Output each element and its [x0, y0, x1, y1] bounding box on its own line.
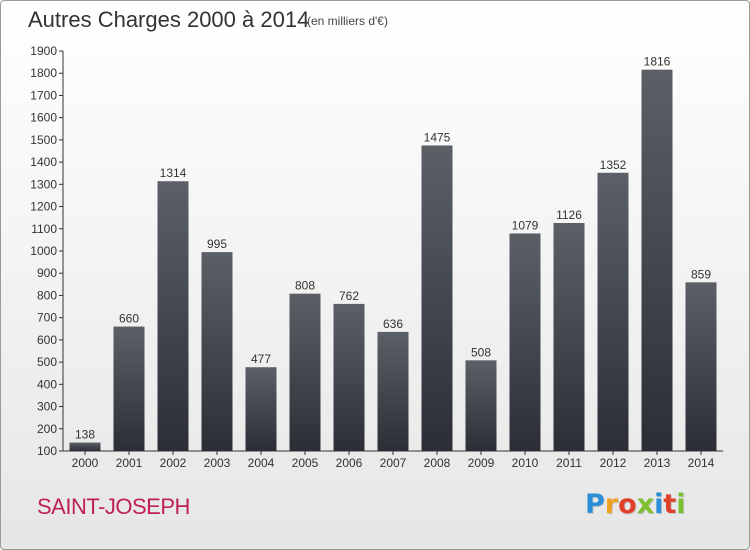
data-label-2004: 477	[251, 352, 271, 366]
logo-letter: P	[585, 489, 605, 520]
bar-2012	[597, 172, 629, 451]
bar-2008	[421, 145, 453, 451]
chart-title: Autres Charges 2000 à 2014	[28, 7, 310, 32]
bar-2013	[641, 69, 673, 452]
x-tick-label: 2002	[160, 456, 187, 470]
logo-letter: i	[654, 489, 664, 520]
x-tick-label: 2001	[116, 456, 143, 470]
bar-2004	[245, 367, 277, 451]
data-label-2012: 1352	[600, 158, 627, 172]
y-tick-label: 1000	[30, 244, 57, 258]
y-tick-label: 300	[37, 400, 57, 414]
data-label-2002: 1314	[160, 166, 187, 180]
bar-2003	[201, 252, 233, 451]
logo-letter: i	[676, 489, 686, 520]
y-tick-label: 500	[37, 355, 57, 369]
x-tick-label: 2000	[72, 456, 99, 470]
data-label-2006: 762	[339, 289, 359, 303]
y-tick-label: 1100	[31, 222, 57, 236]
x-tick-label: 2013	[644, 456, 671, 470]
y-tick-label: 400	[37, 377, 57, 391]
chart-axes: 100 200 300 400 500 600 700 800 900 1000 1100 1200 1…	[30, 44, 723, 470]
y-tick-label: 1200	[30, 200, 57, 214]
x-tick-label: 2008	[424, 456, 451, 470]
x-tick-label: 2011	[556, 456, 582, 470]
data-label-2007: 636	[383, 317, 403, 331]
x-tick-label: 2009	[468, 456, 495, 470]
bar-2014	[685, 282, 717, 451]
x-tick-label: 2010	[512, 456, 539, 470]
y-tick-label: 1400	[30, 155, 57, 169]
chart-data-labels: 138 660 1314 995 477 808 762 636 1475 508 1079 1126…	[75, 55, 711, 442]
y-tick-label: 700	[37, 311, 57, 325]
bar-2001	[113, 326, 145, 451]
data-label-2011: 1126	[556, 208, 582, 222]
chart-unit: (en milliers d'€)	[307, 14, 388, 28]
y-tick-label: 200	[37, 422, 57, 436]
data-label-2005: 808	[295, 279, 315, 293]
bar-2010	[509, 233, 541, 451]
x-tick-label: 2004	[248, 456, 275, 470]
y-tick-label: 1300	[30, 177, 57, 191]
y-tick-label: 800	[37, 288, 57, 302]
y-tick-label: 900	[37, 266, 57, 280]
x-tick-label: 2014	[688, 456, 715, 470]
y-tick-label: 1900	[30, 44, 57, 58]
data-label-2000: 138	[75, 428, 95, 442]
data-label-2001: 660	[119, 312, 139, 326]
y-tick-label: 100	[37, 444, 57, 458]
logo-letter: x	[636, 489, 655, 520]
data-label-2010: 1079	[512, 218, 539, 232]
logo-letter: t	[663, 489, 677, 520]
data-label-2013: 1816	[644, 55, 671, 69]
y-tick-label: 1800	[30, 66, 57, 80]
y-tick-label: 1600	[30, 111, 57, 125]
x-tick-label: 2012	[600, 456, 627, 470]
bar-2011	[553, 223, 585, 451]
data-label-2009: 508	[471, 345, 491, 359]
commune-name: SAINT-JOSEPH	[37, 494, 190, 519]
logo-letter: o	[618, 489, 637, 520]
y-tick-label: 1700	[30, 88, 57, 102]
bar-2007	[377, 331, 409, 451]
y-tick-label: 1500	[30, 133, 57, 147]
data-label-2003: 995	[207, 237, 227, 251]
chart-bars	[69, 69, 717, 452]
data-label-2014: 859	[691, 267, 711, 281]
x-tick-label: 2006	[336, 456, 363, 470]
bar-2002	[157, 181, 189, 451]
proxiti-logo: Proxiti	[585, 489, 686, 520]
x-tick-label: 2005	[292, 456, 319, 470]
bar-2006	[333, 303, 365, 451]
y-tick-label: 600	[37, 333, 57, 347]
logo-letter: r	[604, 489, 619, 520]
bar-2005	[289, 293, 321, 451]
bar-2009	[465, 360, 497, 451]
data-label-2008: 1475	[424, 130, 451, 144]
x-tick-label: 2003	[204, 456, 231, 470]
bar-2000	[69, 442, 101, 451]
x-tick-label: 2007	[380, 456, 407, 470]
